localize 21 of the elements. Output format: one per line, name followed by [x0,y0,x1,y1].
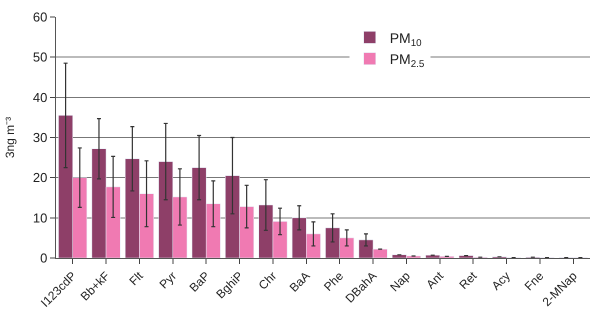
legend-label: PM$_{2.5}$ [390,51,425,70]
y-tick-label: 10 [32,210,48,226]
y-axis-title: 3ng m⁻³ [3,116,18,158]
x-tick-label: Fne [522,268,547,294]
x-tick-label: Nap [387,268,414,294]
x-tick-label: Pyr [156,268,180,292]
x-tick-label: BaA [286,268,313,295]
x-tick-label: Ant [424,268,447,292]
legend-label: PM$_{10}$ [390,30,422,49]
y-tick-label: 40 [32,90,48,105]
x-tick-label: Acy [488,268,513,293]
x-tick-label: Chr [256,268,280,292]
y-tick-label: 60 [32,10,48,25]
x-tick-label: Flt [126,268,146,288]
x-tick-label: Ret [456,268,480,292]
y-tick-label: 20 [32,170,48,186]
y-tick-label: 50 [32,50,48,65]
y-tick-label: 0 [40,250,48,266]
x-tick-label: Phe [321,268,346,294]
x-tick-label: BaP [186,268,213,295]
y-tick-label: 30 [32,130,48,146]
